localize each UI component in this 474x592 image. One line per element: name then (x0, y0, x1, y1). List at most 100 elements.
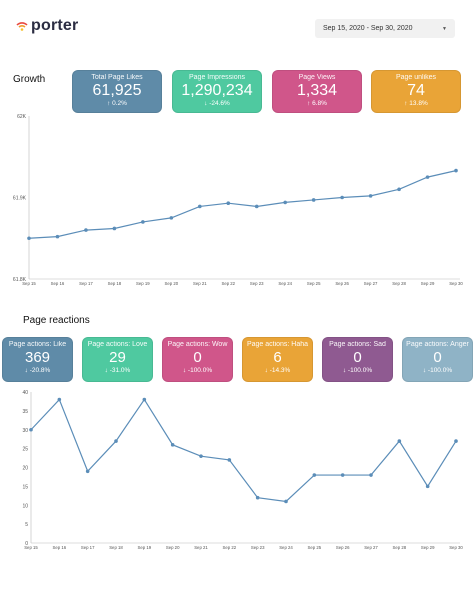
data-point (141, 220, 145, 224)
card-delta: ↑ 6.8% (307, 100, 327, 107)
x-tick-label: Sep 18 (108, 281, 122, 286)
x-tick-label: Sep 21 (194, 545, 208, 550)
x-tick-label: Sep 24 (279, 545, 293, 550)
x-tick-label: Sep 23 (250, 281, 264, 286)
wifi-arc-logo-icon (16, 22, 28, 31)
data-point (142, 397, 147, 402)
card-value: 1,334 (296, 82, 338, 99)
data-point (397, 187, 401, 192)
reaction-kpi-card[interactable]: Page actions: Haha 6 ↓ -14.3% (242, 337, 313, 382)
x-tick-label: Sep 21 (193, 281, 207, 286)
card-value: 0 (193, 349, 202, 366)
reaction-kpi-card[interactable]: Page actions: Anger 0 ↓ -100.0% (402, 337, 473, 382)
data-point (283, 200, 288, 205)
x-tick-label: Sep 27 (364, 545, 378, 550)
y-tick-label: 61.8K (13, 277, 27, 283)
data-point (425, 484, 430, 489)
y-tick-label: 62K (17, 114, 27, 120)
reaction-kpi-card[interactable]: Page actions: Wow 0 ↓ -100.0% (162, 337, 233, 382)
card-title: Page Views (298, 74, 336, 81)
data-point (112, 226, 117, 231)
x-tick-label: Sep 17 (79, 281, 93, 286)
card-title: Page Impressions (188, 74, 246, 81)
x-tick-label: Sep 25 (308, 545, 322, 550)
data-point (312, 473, 317, 477)
x-tick-label: Sep 30 (449, 281, 463, 286)
data-point (340, 195, 344, 200)
porter-logo[interactable]: porter (16, 17, 78, 35)
data-point (85, 469, 90, 474)
series-line (30, 398, 457, 503)
data-point (340, 473, 345, 477)
card-value: 61,925 (92, 82, 142, 99)
card-delta: ↓ -100.0% (182, 367, 213, 374)
growth-kpi-card[interactable]: Page Views 1,334 ↑ 6.8% (272, 70, 362, 113)
data-point (454, 168, 458, 173)
card-delta: ↑ 0.2% (107, 100, 127, 107)
growth-section-title: Growth (13, 74, 46, 85)
x-tick-label: Sep 28 (393, 545, 407, 550)
data-point (198, 204, 202, 209)
y-tick-label: 25 (22, 447, 28, 453)
data-point (397, 439, 402, 443)
x-tick-label: Sep 19 (138, 545, 152, 550)
card-title: Page actions: Sad (329, 341, 386, 348)
growth-kpi-card[interactable]: Page unlikes 74 ↑ 13.8% (371, 70, 461, 113)
data-point (27, 236, 31, 241)
card-title: Page actions: Anger (406, 341, 469, 348)
card-value: 0 (433, 349, 442, 366)
x-tick-label: Sep 15 (22, 281, 36, 286)
data-point (114, 439, 118, 443)
growth-kpi-card[interactable]: Page Impressions 1,290,234 ↓ -24.6% (172, 70, 262, 113)
data-point (368, 194, 373, 198)
data-point (284, 499, 288, 504)
card-value: 369 (24, 349, 51, 366)
x-tick-label: Sep 17 (81, 545, 95, 550)
growth-kpi-card[interactable]: Total Page Likes 61,925 ↑ 0.2% (72, 70, 162, 113)
reactions-section-title: Page reactions (23, 315, 90, 326)
x-tick-label: Sep 27 (364, 281, 378, 286)
card-title: Page unlikes (395, 74, 437, 81)
logo-text: porter (31, 17, 79, 34)
data-point (170, 443, 175, 447)
series-line (28, 170, 457, 239)
date-range-label: Sep 15, 2020 - Sep 30, 2020 (323, 25, 413, 32)
card-value: 74 (407, 82, 425, 99)
y-tick-label: 20 (22, 466, 28, 472)
reaction-kpi-card[interactable]: Page actions: Sad 0 ↓ -100.0% (322, 337, 393, 382)
y-tick-label: 15 (22, 484, 28, 490)
x-tick-label: Sep 24 (278, 281, 292, 286)
card-delta: ↓ -100.0% (342, 367, 373, 374)
reaction-kpi-card[interactable]: Page actions: Love 29 ↓ -31.0% (82, 337, 153, 382)
data-point (454, 439, 458, 443)
x-tick-label: Sep 26 (335, 281, 349, 286)
x-tick-label: Sep 20 (165, 281, 179, 286)
x-tick-label: Sep 15 (24, 545, 38, 550)
x-tick-label: Sep 20 (166, 545, 180, 550)
y-tick-label: 0 (25, 541, 28, 547)
x-tick-label: Sep 28 (392, 281, 406, 286)
card-value: 29 (109, 349, 126, 366)
date-range-picker[interactable]: Sep 15, 2020 - Sep 30, 2020 ▼ (315, 19, 455, 38)
card-title: Page actions: Love (87, 341, 148, 348)
card-title: Total Page Likes (91, 74, 143, 81)
data-point (55, 234, 60, 239)
y-tick-label: 35 (22, 409, 28, 415)
x-tick-label: Sep 19 (136, 281, 150, 286)
card-value: 0 (353, 349, 362, 366)
reaction-kpi-card[interactable]: Page actions: Like 369 ↓ -20.8% (2, 337, 73, 382)
dropdown-caret-icon: ▼ (442, 25, 447, 32)
card-value: 6 (273, 349, 282, 366)
reactions-line-chart: 0 5 10 15 20 25 30 35 40 Sep 15 Sep 16 Sep 17 Sep 18… (22, 390, 463, 550)
card-delta: ↓ -14.3% (264, 367, 291, 374)
card-delta: ↓ -20.8% (24, 367, 51, 374)
x-tick-label: Sep 29 (421, 281, 435, 286)
y-tick-label: 30 (22, 428, 28, 434)
data-point (369, 473, 373, 477)
y-tick-label: 40 (22, 390, 28, 396)
card-value: 1,290,234 (181, 82, 253, 99)
data-point (199, 454, 203, 458)
y-tick-label: 61.9K (13, 196, 27, 202)
card-delta: ↑ 13.8% (404, 100, 428, 107)
